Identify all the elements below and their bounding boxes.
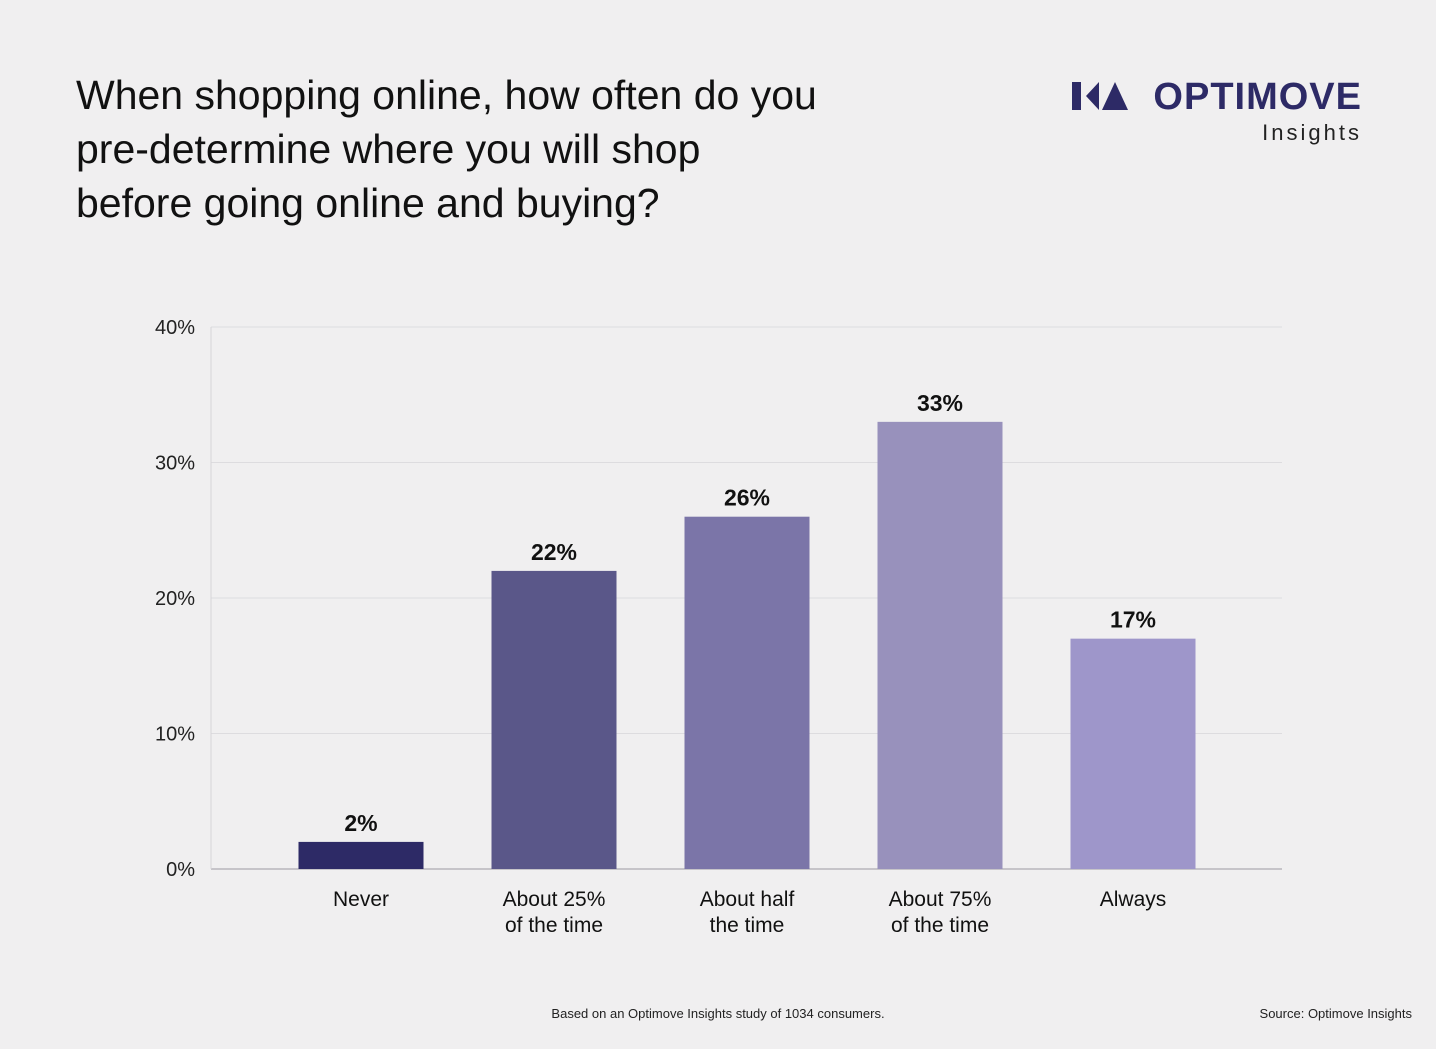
x-tick-label: About half	[700, 888, 795, 911]
y-tick-label: 40%	[155, 317, 195, 339]
optimove-logo: OPTIMOVE Insights	[1062, 76, 1362, 148]
y-tick-label: 10%	[155, 724, 195, 746]
bar-value-label: 2%	[344, 810, 377, 836]
x-tick-label: About 75%	[889, 888, 992, 911]
x-tick-label: About 25%	[503, 888, 606, 911]
bar	[1070, 638, 1196, 869]
x-tick-label: Always	[1100, 888, 1167, 911]
title-line-3: before going online and buying?	[76, 180, 660, 226]
bar-value-label: 22%	[531, 539, 577, 565]
bar	[298, 841, 424, 869]
bar	[491, 570, 617, 869]
bar	[684, 516, 810, 869]
brand-name: OPTIMOVE	[1153, 76, 1362, 118]
bar-value-label: 17%	[1110, 607, 1156, 633]
title-line-1: When shopping online, how often do you	[76, 72, 817, 118]
footnote: Based on an Optimove Insights study of 1…	[551, 1006, 885, 1021]
x-tick-label: the time	[710, 914, 785, 937]
bar-value-label: 33%	[917, 390, 963, 416]
bar-value-label: 26%	[724, 485, 770, 511]
bar	[877, 421, 1003, 869]
x-tick-label: Never	[333, 888, 389, 911]
x-tick-label: of the time	[891, 914, 989, 937]
chart-title: When shopping online, how often do you p…	[76, 68, 936, 230]
bar-chart: 0% 10% 20% 30% 40% 2% Never 22% About 25% of the …	[155, 317, 1282, 937]
title-line-2: pre-determine where you will shop	[76, 126, 701, 172]
source-credit: Source: Optimove Insights	[1259, 1006, 1412, 1021]
x-tick-label: of the time	[505, 914, 603, 937]
y-tick-label: 0%	[166, 859, 195, 881]
y-tick-label: 20%	[155, 588, 195, 610]
optimove-logo-icon	[1072, 82, 1128, 110]
y-tick-label: 30%	[155, 453, 195, 475]
brand-subtitle: Insights	[1262, 120, 1362, 145]
